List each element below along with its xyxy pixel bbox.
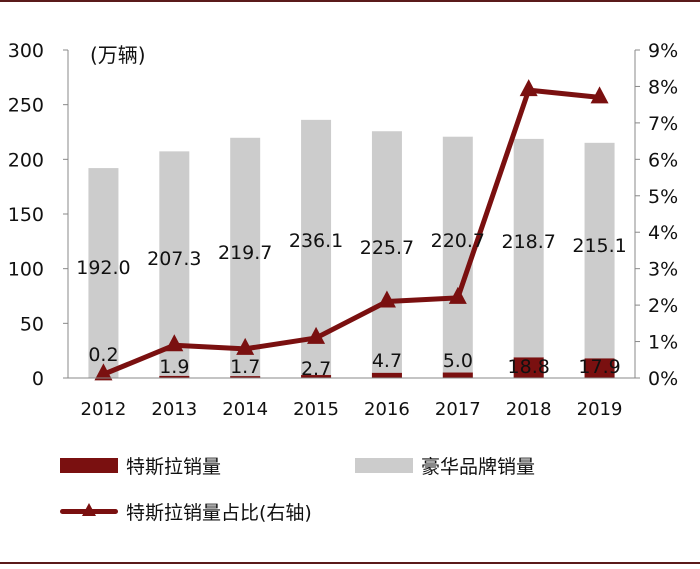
share-point <box>590 86 609 104</box>
tesla-bar <box>584 358 615 378</box>
left-tick-label: 200 <box>8 149 44 171</box>
unit-label: (万辆) <box>90 43 146 67</box>
luxury-data-label: 219.7 <box>218 242 272 264</box>
bottom-border <box>0 562 700 564</box>
luxury-bar <box>513 138 544 378</box>
right-tick-label: 7% <box>648 113 678 135</box>
left-tick-label: 250 <box>8 95 44 117</box>
tesla-data-label: 5.0 <box>443 350 473 372</box>
left-tick-label: 100 <box>8 259 44 281</box>
left-tick-label: 0 <box>32 368 44 390</box>
right-tick-label: 5% <box>648 186 678 208</box>
tesla-data-label: 18.8 <box>508 356 550 378</box>
right-tick-label: 1% <box>648 332 678 354</box>
right-tick-label: 2% <box>648 295 678 317</box>
tesla-data-label: 17.9 <box>578 356 620 378</box>
luxury-bar <box>88 168 119 378</box>
tesla-bar <box>442 372 473 378</box>
luxury-data-label: 225.7 <box>360 237 414 259</box>
luxury-bar <box>442 136 473 378</box>
share-point <box>448 286 467 304</box>
legend-swatch-luxury <box>355 458 413 473</box>
x-tick-label: 2018 <box>506 399 552 420</box>
right-tick-label: 0% <box>648 368 678 390</box>
share-point <box>377 290 396 308</box>
top-border <box>0 0 700 2</box>
right-tick-label: 9% <box>648 40 678 62</box>
tesla-data-label: 0.2 <box>88 344 118 366</box>
line-layer <box>94 79 609 381</box>
labels-layer: 192.0 207.3 219.7 236.1 225.7 220.7 218.7 215.1… <box>76 230 627 380</box>
x-tick-label: 2017 <box>435 399 481 420</box>
left-tick-label: 50 <box>20 313 44 335</box>
luxury-data-label: 236.1 <box>289 230 343 252</box>
tesla-data-label: 2.7 <box>301 358 331 380</box>
left-y-axis: 0 50 100 150 200 250 300 <box>8 40 69 390</box>
right-tick-label: 4% <box>648 222 678 244</box>
share-point <box>236 337 255 355</box>
legend-luxury: 豪华品牌销量 <box>355 452 535 479</box>
legend-swatch-share <box>60 503 118 519</box>
tesla-data-label: 1.9 <box>159 356 189 378</box>
x-tick-label: 2014 <box>222 399 268 420</box>
left-tick-label: 150 <box>8 204 44 226</box>
share-point <box>165 334 184 352</box>
x-axis: 2012 2013 2014 2015 2016 2017 2018 2019 <box>68 377 635 420</box>
x-tick-label: 2013 <box>151 399 197 420</box>
luxury-data-label: 215.1 <box>572 235 626 257</box>
tesla-data-label: 1.7 <box>230 356 260 378</box>
legend-label-tesla: 特斯拉销量 <box>126 456 222 478</box>
x-tick-label: 2016 <box>364 399 410 420</box>
legend-label-share: 特斯拉销量占比(右轴) <box>126 502 312 524</box>
luxury-data-label: 220.7 <box>431 230 485 252</box>
share-point <box>519 79 538 97</box>
legend-swatch-tesla <box>60 458 118 473</box>
x-tick-label: 2012 <box>81 399 127 420</box>
right-tick-label: 8% <box>648 76 678 98</box>
tesla-bar <box>159 375 190 378</box>
x-tick-label: 2019 <box>577 399 623 420</box>
left-tick-label: 300 <box>8 40 44 62</box>
luxury-data-label: 192.0 <box>76 257 130 279</box>
share-point <box>94 363 113 381</box>
tesla-bar <box>230 376 261 378</box>
right-tick-label: 6% <box>648 149 678 171</box>
luxury-data-label: 218.7 <box>501 231 555 253</box>
share-line <box>100 87 603 377</box>
right-tick-label: 3% <box>648 259 678 281</box>
legend-tesla: 特斯拉销量 <box>60 452 221 479</box>
luxury-data-label: 207.3 <box>147 248 201 270</box>
share-point <box>307 326 326 344</box>
right-y-axis: 0% 1% 2% 3% 4% 5% 6% 7% 8% 9% <box>634 40 678 390</box>
tesla-data-label: 4.7 <box>372 350 402 372</box>
luxury-bar <box>584 142 615 378</box>
tesla-bar <box>513 357 544 378</box>
tesla-bar <box>301 375 332 378</box>
triangle-marker-icon <box>82 503 96 516</box>
legend-share: 特斯拉销量占比(右轴) <box>60 498 312 525</box>
luxury-bar <box>371 131 402 378</box>
legend-label-luxury: 豪华品牌销量 <box>421 456 536 478</box>
x-tick-label: 2015 <box>293 399 339 420</box>
tesla-bar <box>371 372 402 378</box>
